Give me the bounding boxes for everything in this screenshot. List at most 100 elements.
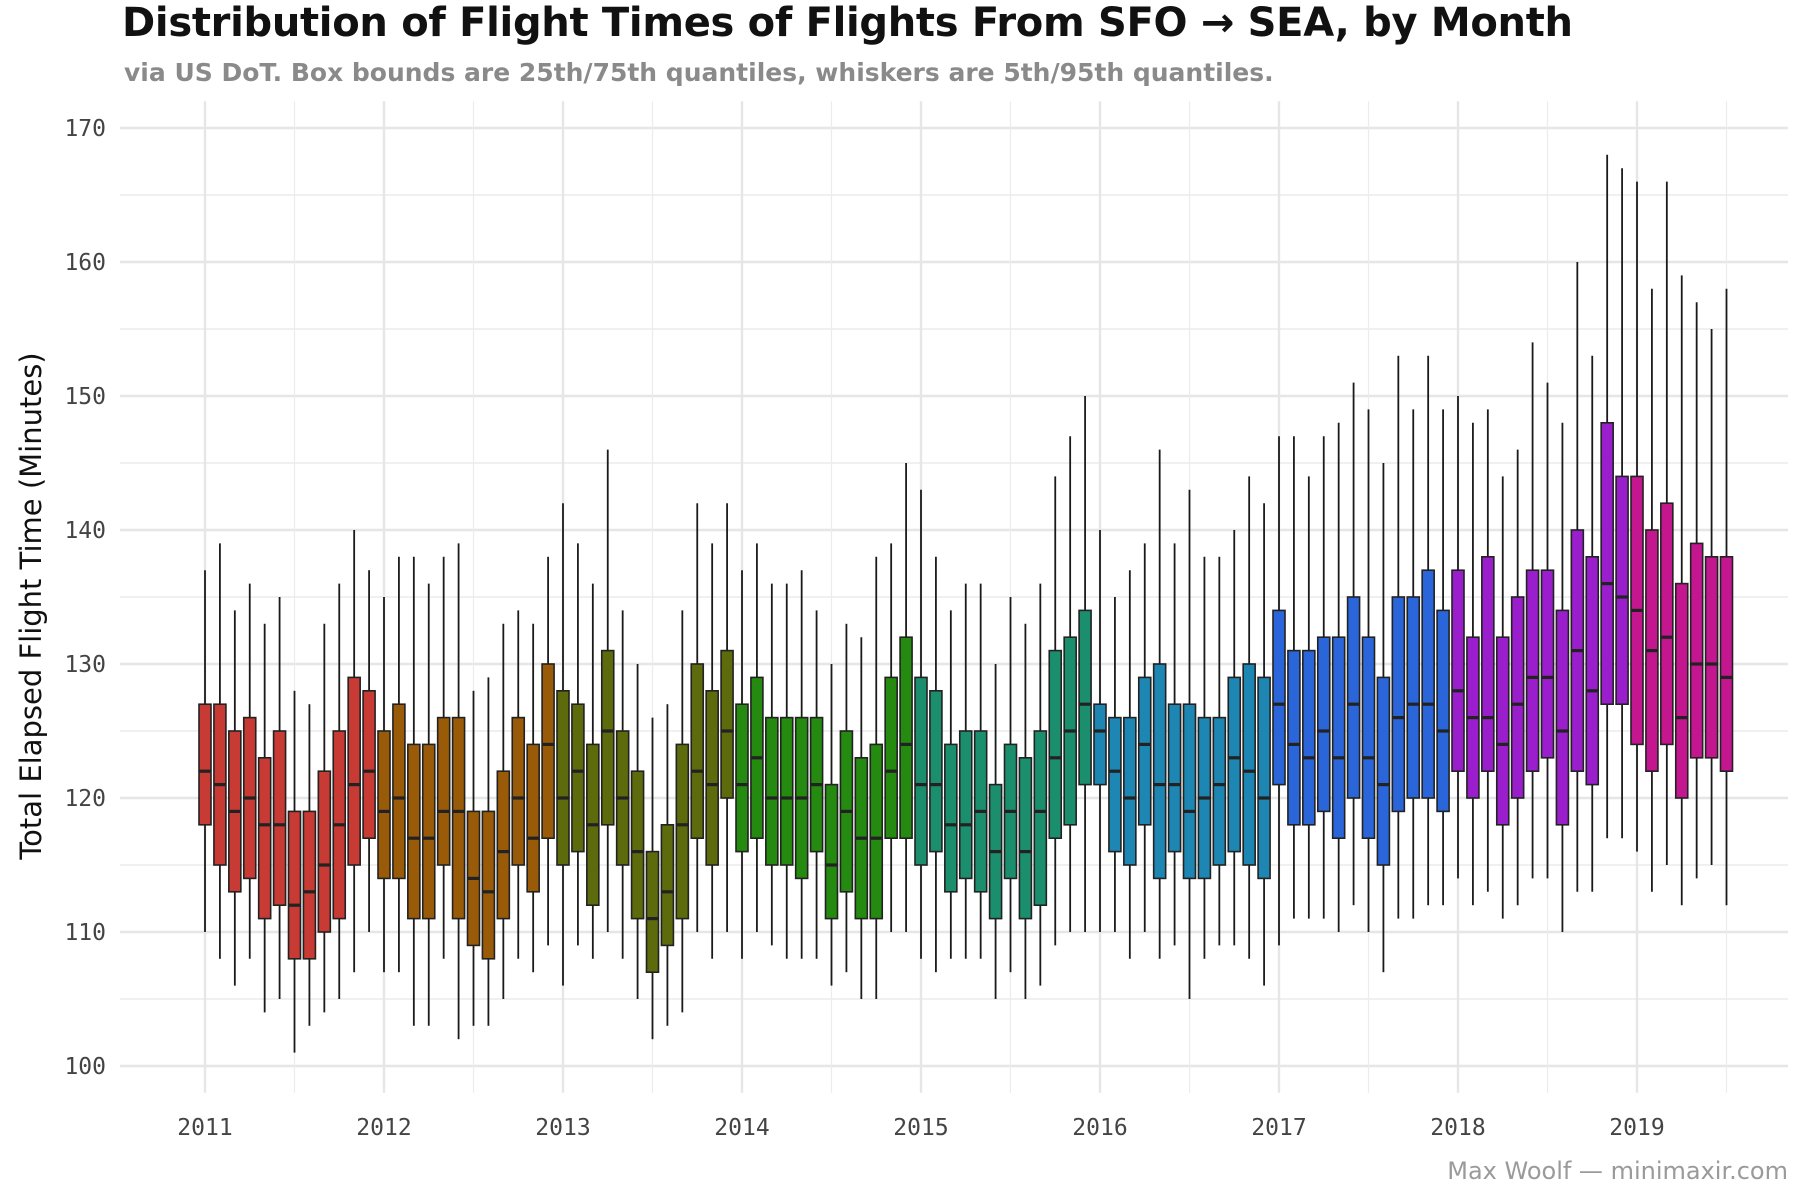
box-2017-03 — [1302, 476, 1316, 919]
chart-subtitle: via US DoT. Box bounds are 25th/75th qua… — [124, 58, 1274, 87]
box-2017-09 — [1391, 355, 1406, 919]
x-tick-label: 2012 — [356, 1115, 411, 1141]
box-2015-05 — [973, 583, 988, 959]
box-body — [1331, 636, 1346, 840]
box-2011-01 — [198, 570, 212, 932]
y-tick-label: 170 — [64, 116, 106, 142]
box-body — [914, 676, 928, 866]
box-2014-08 — [839, 623, 854, 973]
box-body — [1182, 703, 1197, 880]
box-2014-12 — [899, 463, 913, 932]
box-body — [765, 716, 779, 866]
box-body — [347, 676, 361, 866]
box-body — [1451, 569, 1465, 773]
box-body — [302, 810, 317, 960]
x-tick-label: 2018 — [1430, 1115, 1485, 1141]
box-body — [705, 689, 719, 866]
box-2017-11 — [1421, 355, 1435, 906]
box-2014-11 — [884, 543, 898, 932]
box-2012-07 — [466, 690, 481, 1026]
box-2015-11 — [1063, 436, 1077, 932]
box-2014-01 — [735, 570, 749, 959]
box-2017-10 — [1406, 409, 1421, 919]
box-body — [451, 716, 466, 920]
box-body — [958, 730, 973, 880]
box-body — [660, 823, 675, 947]
box-body — [1481, 555, 1495, 772]
box-2019-06 — [1704, 329, 1719, 865]
box-2016-05 — [1152, 449, 1167, 959]
box-body — [496, 770, 511, 920]
box-body — [1495, 636, 1510, 826]
box-body — [929, 689, 943, 853]
box-body — [1704, 555, 1719, 759]
box-2019-07 — [1719, 288, 1734, 906]
y-tick-label: 120 — [64, 786, 106, 812]
box-body — [944, 743, 958, 893]
box-2012-05 — [436, 556, 451, 959]
box-2012-03 — [407, 556, 421, 1026]
box-body — [1674, 582, 1689, 799]
box-2018-08 — [1555, 422, 1570, 932]
x-tick-label: 2014 — [714, 1115, 769, 1141]
box-2013-09 — [675, 610, 690, 1013]
box-body — [1302, 649, 1316, 826]
box-body — [1421, 569, 1435, 799]
box-2013-03 — [586, 583, 600, 959]
x-tick-label: 2015 — [893, 1115, 948, 1141]
box-2016-11 — [1242, 476, 1256, 959]
box-2011-05 — [257, 623, 272, 1013]
box-2012-02 — [392, 556, 406, 973]
box-2017-04 — [1316, 436, 1331, 919]
box-2014-10 — [869, 556, 884, 999]
box-2015-09 — [1033, 583, 1048, 986]
box-body — [600, 649, 615, 826]
box-2013-12 — [720, 503, 734, 932]
y-tick-label: 140 — [64, 518, 106, 544]
box-2015-01 — [914, 489, 928, 959]
box-2018-12 — [1615, 168, 1629, 839]
box-2012-01 — [377, 597, 391, 973]
box-body — [1152, 663, 1167, 880]
box-body — [481, 810, 496, 960]
box-body — [1212, 716, 1227, 866]
box-2016-10 — [1227, 530, 1242, 946]
box-2019-04 — [1674, 275, 1689, 906]
box-body — [1346, 596, 1361, 799]
box-2017-12 — [1436, 409, 1450, 906]
box-2013-06 — [630, 664, 645, 999]
box-2014-06 — [809, 610, 824, 959]
x-tick-label: 2013 — [535, 1115, 590, 1141]
box-2011-07 — [287, 690, 302, 1053]
box-body — [272, 730, 287, 906]
box-2015-06 — [988, 664, 1003, 999]
box-body — [392, 703, 406, 880]
box-body — [1555, 609, 1570, 826]
box-body — [407, 743, 421, 920]
box-2017-01 — [1272, 436, 1286, 946]
box-body — [1018, 756, 1033, 920]
box-body — [362, 689, 376, 839]
box-2013-07 — [645, 717, 660, 1040]
box-2014-09 — [854, 637, 869, 999]
box-2015-07 — [1003, 597, 1018, 973]
box-body — [198, 703, 212, 826]
box-body — [690, 663, 705, 839]
box-body — [1093, 703, 1107, 786]
box-2018-02 — [1466, 422, 1480, 906]
box-2012-08 — [481, 677, 496, 1026]
box-body — [1137, 676, 1152, 826]
box-body — [1316, 636, 1331, 813]
box-2014-02 — [750, 543, 764, 932]
box-2019-05 — [1689, 302, 1704, 879]
box-body — [1615, 475, 1629, 705]
y-axis-label: Total Elapsed Flight Time (Minutes) — [14, 352, 48, 860]
box-body — [1525, 569, 1540, 773]
box-2011-08 — [302, 704, 317, 1026]
box-2015-08 — [1018, 623, 1033, 999]
box-body — [1600, 421, 1614, 705]
box-2016-08 — [1197, 556, 1212, 959]
y-tick-label: 130 — [64, 652, 106, 678]
box-2017-06 — [1346, 382, 1361, 906]
box-body — [720, 649, 734, 799]
